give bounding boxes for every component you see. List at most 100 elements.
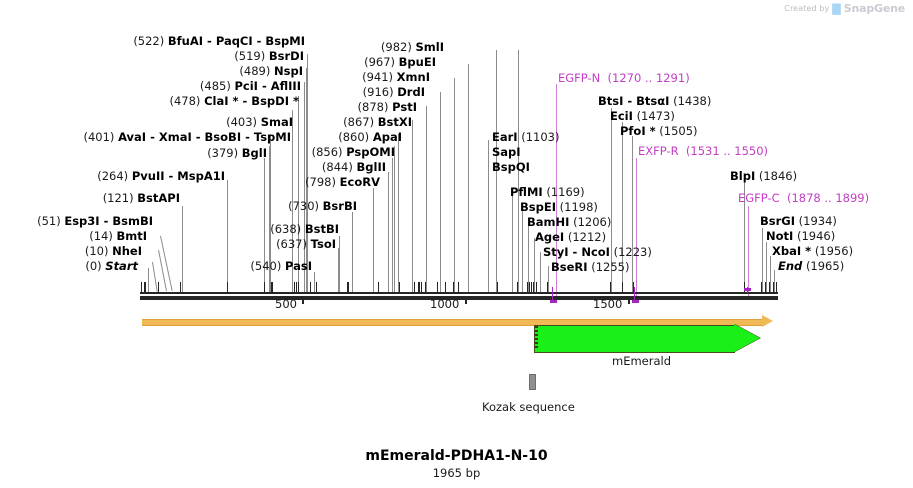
- site-enzymes: PstI: [392, 100, 417, 114]
- axis-tick-1000: [465, 296, 467, 304]
- site-enzymes: BseRI: [551, 260, 588, 274]
- site-label-982[interactable]: (982) SmlI: [290, 41, 444, 53]
- site-label-878[interactable]: (878) PstI: [250, 101, 417, 113]
- site-enzymes: PvuII - MspA1I: [131, 169, 225, 183]
- site-label-638[interactable]: (638) BstBI: [180, 223, 339, 235]
- site-enzymes: AgeI: [535, 230, 565, 244]
- primer-mark-exfp-r-foot: [632, 300, 639, 303]
- site-label-1846[interactable]: BlpI (1846): [730, 170, 797, 182]
- site-label-967[interactable]: (967) BpuEI: [280, 56, 436, 68]
- site-label-478[interactable]: (478) ClaI * - BspDI *: [5, 95, 300, 107]
- site-label-end[interactable]: End (1965): [778, 260, 844, 272]
- site-label-10[interactable]: (10) NheI: [5, 245, 142, 257]
- site-position: (1956): [814, 244, 854, 258]
- site-enzymes: EarI: [492, 130, 518, 144]
- site-position: (540): [250, 259, 282, 273]
- site-position: (638): [270, 222, 302, 236]
- site-label-844[interactable]: (844) BglII: [220, 161, 386, 173]
- site-position: (1255): [591, 260, 630, 274]
- site-enzymes: PasI: [284, 259, 312, 273]
- backbone-line-top: [140, 292, 778, 294]
- site-label-1206[interactable]: BamHI (1206): [527, 216, 611, 228]
- site-label-264[interactable]: (264) PvuII - MspA1I: [5, 170, 225, 182]
- site-label-1198[interactable]: BspEI (1198): [520, 201, 598, 213]
- axis-tick-500: [302, 296, 304, 304]
- site-enzymes: SmlI: [415, 40, 445, 54]
- site-position: (121): [102, 191, 134, 205]
- site-enzymes: End: [778, 259, 803, 273]
- snapgene-watermark: Created by ▇ SnapGene: [784, 2, 905, 15]
- site-label-1934[interactable]: BsrGI (1934): [760, 215, 837, 227]
- site-label-1223[interactable]: StyI - NcoI (1223): [543, 246, 652, 258]
- site-position: (867): [343, 115, 375, 129]
- site-label-798[interactable]: (798) EcoRV: [210, 176, 380, 188]
- site-position: (51): [37, 214, 61, 228]
- site-enzymes: ApaI: [372, 130, 402, 144]
- site-enzymes: SapI: [492, 145, 521, 159]
- site-label-540[interactable]: (540) PasI: [140, 260, 312, 272]
- site-label-1473[interactable]: EciI (1473): [610, 110, 675, 122]
- site-enzymes: Start: [105, 259, 138, 273]
- site-position: (1198): [559, 200, 598, 214]
- primer-mark-egfp-c-foot: [744, 288, 751, 291]
- site-label-522[interactable]: (522) BfuAI - PaqCI - BspMI: [5, 35, 305, 47]
- site-label-121[interactable]: (121) BstAPI: [5, 192, 180, 204]
- site-label-941[interactable]: (941) XmnI: [270, 71, 430, 83]
- site-label-1946[interactable]: NotI (1946): [766, 230, 835, 242]
- site-position: (1438): [673, 94, 712, 108]
- site-label-sapi[interactable]: SapI: [492, 146, 521, 158]
- site-label-860[interactable]: (860) ApaI: [230, 131, 402, 143]
- site-enzymes: TsoI: [310, 237, 336, 251]
- site-label-1169[interactable]: PflMI (1169): [510, 186, 585, 198]
- backbone-line-bottom: [140, 296, 778, 300]
- site-label-403[interactable]: (403) SmaI: [5, 116, 293, 128]
- site-label-1956[interactable]: XbaI * (1956): [772, 245, 853, 257]
- site-enzymes: BsrDI: [268, 49, 304, 63]
- site-position: (519): [234, 49, 266, 63]
- site-label-start[interactable]: (0) Start: [5, 260, 138, 272]
- site-position: (967): [364, 55, 396, 69]
- snapgene-logo-icon: ▇: [832, 2, 841, 15]
- site-enzymes: BamHI: [527, 215, 570, 229]
- site-label-14[interactable]: (14) BmtI: [5, 230, 147, 242]
- site-label-401[interactable]: (401) AvaI - XmaI - BsoBI - TspMI: [5, 131, 291, 143]
- site-label-916[interactable]: (916) DrdI: [260, 86, 425, 98]
- feature-memerald-arrow-head: [734, 324, 760, 352]
- site-position: (730): [288, 199, 320, 213]
- site-position: (10): [84, 244, 109, 258]
- primer-mark-exfp-r: [634, 287, 635, 300]
- site-enzymes: NheI: [112, 244, 142, 258]
- primer-label-egfp-n[interactable]: EGFP-N (1270 .. 1291): [558, 72, 690, 84]
- site-position: (1946): [796, 229, 836, 243]
- primer-label-exfp-r[interactable]: EXFP-R (1531 .. 1550): [638, 145, 768, 157]
- site-position: (637): [276, 237, 307, 251]
- site-label-485[interactable]: (485) PciI - AflIII: [5, 80, 301, 92]
- site-label-519[interactable]: (519) BsrDI: [5, 50, 304, 62]
- site-enzymes: BsrBI: [322, 199, 357, 213]
- site-label-51[interactable]: (51) Esp3I - BsmBI: [5, 215, 153, 227]
- site-label-1255[interactable]: BseRI (1255): [551, 261, 629, 273]
- site-label-1103[interactable]: EarI (1103): [492, 131, 559, 143]
- site-position: (379): [207, 146, 239, 160]
- primer-label-egfp-c[interactable]: EGFP-C (1878 .. 1899): [738, 192, 869, 204]
- site-label-856[interactable]: (856) PspOMI: [220, 146, 395, 158]
- site-label-379[interactable]: (379) BglI: [5, 147, 267, 159]
- site-label-bspqi[interactable]: BspQI: [492, 161, 530, 173]
- site-position: (1934): [798, 214, 837, 228]
- site-label-489[interactable]: (489) NspI: [5, 65, 303, 77]
- orange-arrow-head: [762, 315, 773, 327]
- site-enzymes: BstXI: [377, 115, 412, 129]
- site-enzymes: XbaI *: [772, 244, 812, 258]
- site-label-867[interactable]: (867) BstXI: [240, 116, 412, 128]
- map-length: 1965 bp: [432, 466, 481, 480]
- site-label-730[interactable]: (730) BsrBI: [200, 200, 357, 212]
- site-label-1212[interactable]: AgeI (1212): [535, 231, 606, 243]
- site-position: (916): [362, 85, 394, 99]
- site-position: (1103): [521, 130, 560, 144]
- watermark-prefix: Created by: [784, 4, 830, 13]
- site-enzymes: BmtI: [116, 229, 147, 243]
- site-enzymes: PspOMI: [346, 145, 395, 159]
- site-label-637[interactable]: (637) TsoI: [180, 238, 336, 250]
- site-label-1438[interactable]: BtsI - BtsαI (1438): [598, 95, 711, 107]
- site-label-1505[interactable]: PfoI * (1505): [620, 125, 698, 137]
